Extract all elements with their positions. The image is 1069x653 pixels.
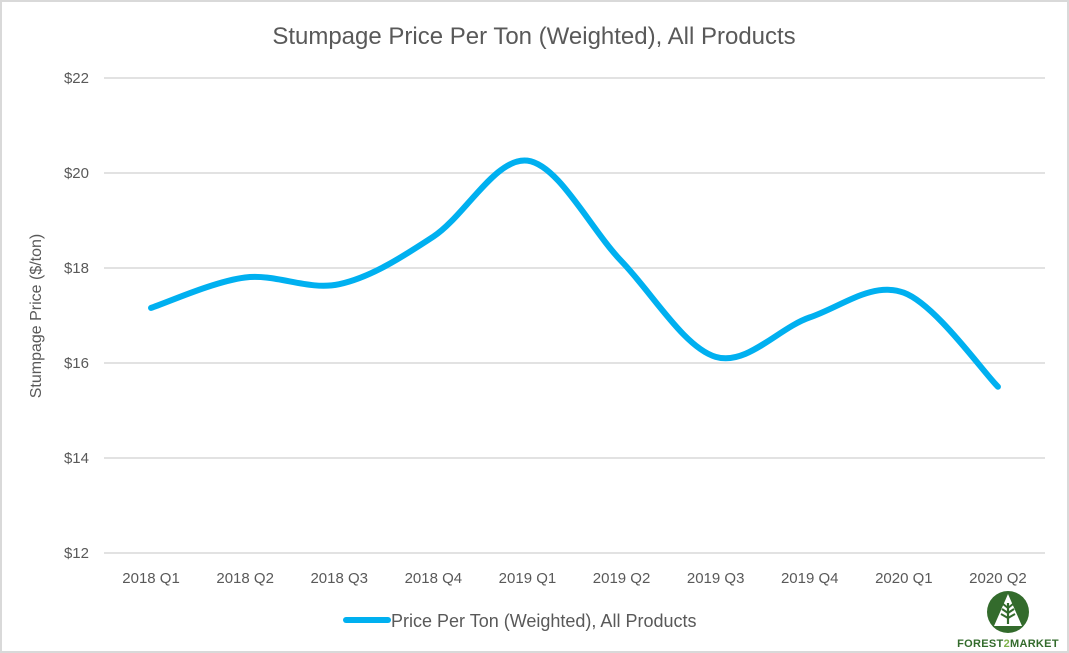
legend: Price Per Ton (Weighted), All Products	[343, 611, 696, 631]
tree-icon	[1000, 603, 1016, 624]
legend-label: Price Per Ton (Weighted), All Products	[391, 611, 696, 631]
x-tick-label: 2018 Q4	[405, 570, 463, 587]
x-tick-label: 2019 Q3	[687, 570, 745, 587]
x-tick-label: 2018 Q3	[310, 570, 368, 587]
logo-text: FOREST2MARKET	[957, 638, 1059, 650]
x-tick-label: 2019 Q2	[593, 570, 651, 587]
chart-title: Stumpage Price Per Ton (Weighted), All P…	[272, 23, 795, 50]
x-tick-label: 2018 Q2	[216, 570, 274, 587]
gridlines	[104, 77, 1045, 554]
series-line	[148, 157, 1001, 390]
x-tick-label: 2019 Q4	[781, 570, 839, 587]
y-tick-label: $18	[64, 260, 89, 277]
x-tick-label: 2020 Q1	[875, 570, 933, 587]
series-layer	[148, 157, 1001, 390]
x-axis-ticks: 2018 Q1 2018 Q2 2018 Q3 2018 Q4 2019 Q1 2019 …	[122, 570, 1026, 587]
y-axis-label: Stumpage Price ($/ton)	[28, 234, 45, 399]
y-tick-label: $22	[64, 70, 89, 87]
y-tick-label: $12	[64, 545, 89, 562]
x-tick-label: 2018 Q1	[122, 570, 180, 587]
y-tick-label: $16	[64, 355, 89, 372]
y-axis-ticks: $12 $14 $16 $18 $20 $22	[64, 70, 89, 562]
y-tick-label: $20	[64, 165, 89, 182]
forest2market-logo: FOREST2MARKET	[957, 591, 1059, 650]
x-tick-label: 2020 Q2	[969, 570, 1027, 587]
x-tick-label: 2019 Q1	[499, 570, 557, 587]
y-tick-label: $14	[64, 450, 89, 467]
